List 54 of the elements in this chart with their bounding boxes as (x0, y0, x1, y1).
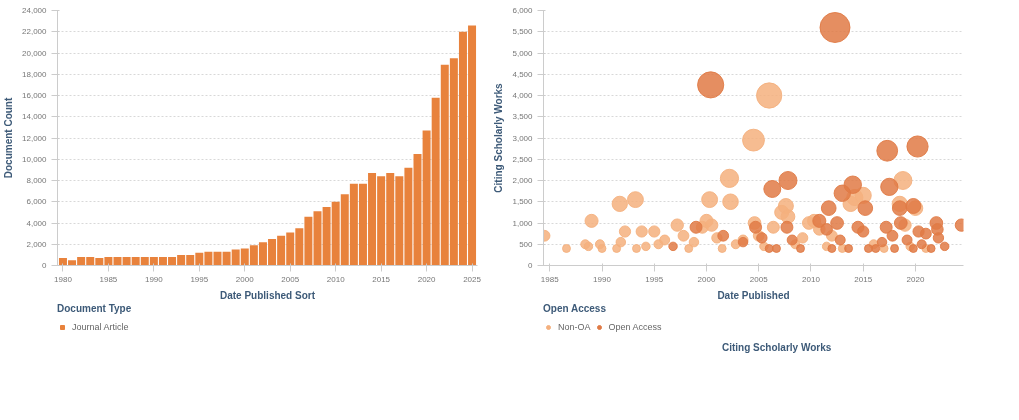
y-tick-label: 3,000 (512, 133, 534, 143)
legend-label: Open Access (608, 322, 662, 332)
y-tick-label: 1,000 (512, 218, 534, 228)
y-tick-label: 0 (528, 261, 534, 270)
x-tick-label: 1985 (99, 274, 118, 284)
y-tick-label: 2,000 (512, 176, 534, 185)
y-tick-label: 5,500 (512, 27, 534, 37)
y-tick-label: 20,000 (22, 48, 48, 58)
x-tick-label: 1985 (540, 274, 560, 284)
y-tick-label: 1,500 (512, 197, 534, 207)
x-tick-label: 1990 (593, 274, 612, 284)
text: Citing Scholarly Works (722, 341, 832, 353)
y-tick-label: 8,000 (26, 176, 48, 185)
y-tick-label: 10,000 (22, 154, 48, 164)
y-tick-label: 5,000 (512, 48, 534, 58)
x-tick-label: 2025 (463, 274, 482, 284)
y-tick-label: 6,000 (26, 197, 48, 207)
x-tick-label: 2015 (372, 274, 391, 284)
legend-label: Non-OA (558, 322, 591, 332)
x-tick-label: 2020 (906, 274, 925, 284)
x-tick-label: 2005 (281, 274, 300, 284)
y-tick-label: 4,000 (26, 218, 48, 228)
y-tick-label: 2,000 (26, 239, 48, 249)
x-tick-label: 2000 (235, 274, 255, 284)
y-tick-label: 2,500 (512, 154, 534, 164)
x-tick-label: 1990 (144, 274, 164, 284)
x-tick-label: 2010 (326, 274, 346, 284)
y-tick-label: 6,000 (512, 6, 534, 15)
y-tick-label: 12,000 (22, 133, 48, 143)
x-axis-title: Date Published Sort (219, 289, 316, 301)
x-axis-title: Date Published (717, 289, 790, 301)
y-tick-label: 22,000 (22, 27, 48, 37)
y-tick-label: 4,500 (512, 69, 534, 79)
y-tick-label: 4,000 (512, 91, 534, 100)
y-tick-label: 18,000 (22, 69, 48, 79)
y-tick-label: 24,000 (22, 6, 48, 15)
legend-title: Document Type (57, 303, 132, 314)
x-tick-label: 2010 (802, 274, 821, 284)
x-tick-label: 1995 (190, 274, 209, 284)
x-tick-label: 2005 (749, 274, 769, 284)
x-tick-label: 1980 (54, 274, 73, 284)
x-tick-label: 2000 (697, 274, 716, 284)
y-tick-label: 0 (42, 261, 48, 270)
y-axis-title: Citing Scholarly Works (493, 82, 505, 193)
legend-label: Journal Article (72, 322, 129, 332)
y-tick-label: 14,000 (22, 112, 48, 122)
y-axis-title: Document Count (3, 97, 15, 179)
legend-title: Open Access (543, 303, 607, 314)
x-tick-label: 2020 (417, 274, 437, 284)
x-tick-label: 1995 (645, 274, 664, 284)
y-tick-label: 3,500 (512, 112, 534, 122)
y-tick-label: 16,000 (22, 91, 48, 100)
x-tick-label: 2015 (854, 274, 873, 284)
y-tick-label: 500 (519, 239, 534, 249)
